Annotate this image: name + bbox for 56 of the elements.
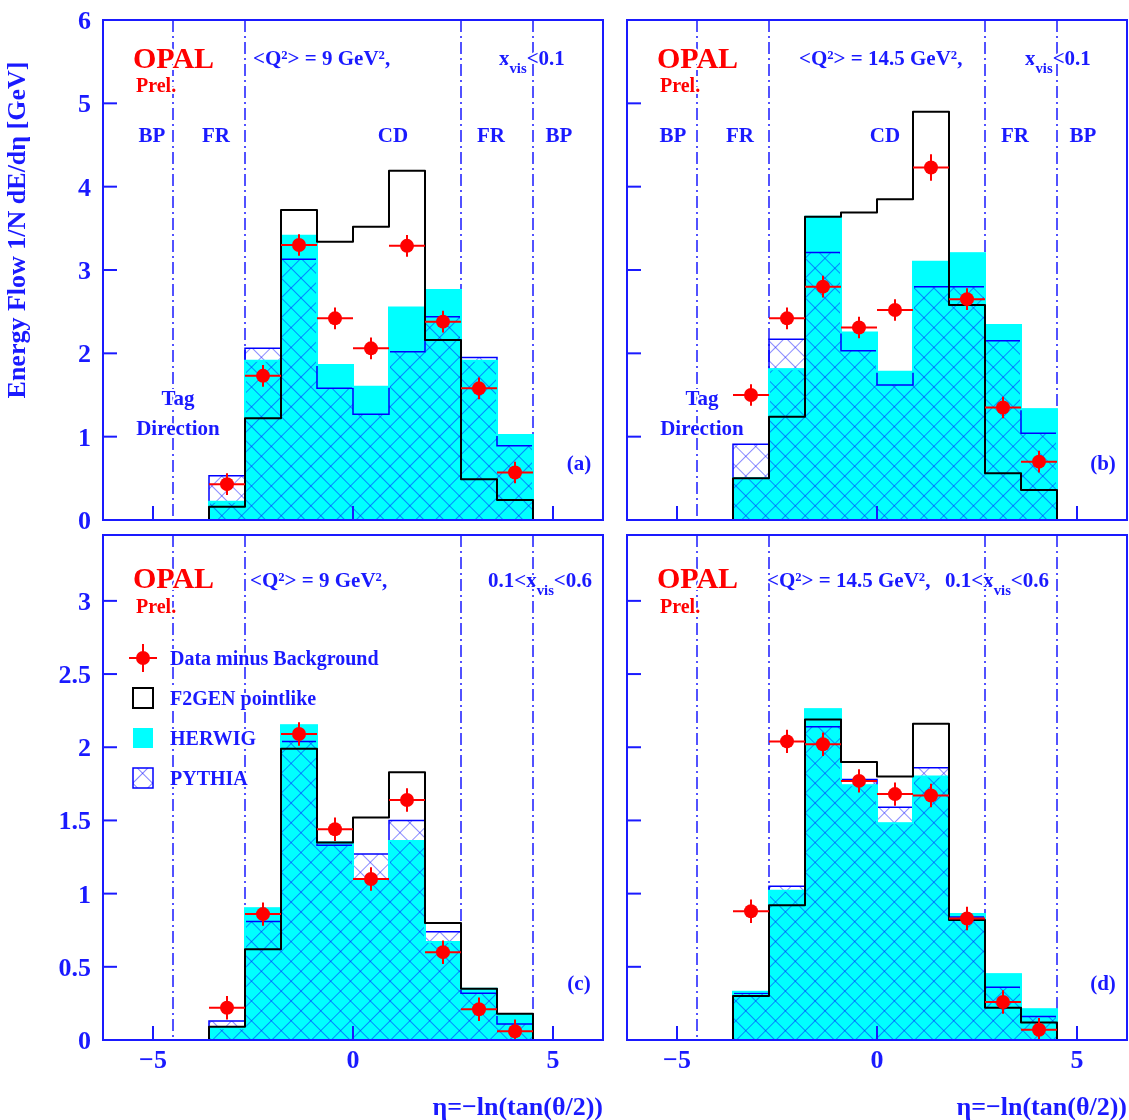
annotation: BP [1069, 123, 1097, 147]
y-tick-label: 0 [78, 1026, 91, 1055]
annotation: FR [202, 123, 231, 147]
annotation: FR [477, 123, 506, 147]
y-tick-label: 0 [78, 506, 91, 535]
y-tick-label: 1 [78, 879, 91, 909]
annotation: <Q²> = 9 GeV², [253, 46, 391, 70]
annotation: 0.1<x$_{vis}$<0.6 [945, 568, 1050, 598]
annotation: x$_{vis}$<0.1 [499, 46, 565, 76]
annotation: OPAL [657, 561, 739, 594]
y-tick-label: 4 [78, 172, 91, 202]
annotation: CD [869, 123, 901, 147]
annotation: <Q²> = 14.5 GeV², [799, 46, 963, 70]
x-tick-label: 5 [546, 1045, 560, 1074]
annotation: CD [377, 123, 409, 147]
annotation: BP [545, 123, 573, 147]
y-tick-label: 2.5 [58, 660, 91, 690]
annotation: <Q²> = 9 GeV², [250, 568, 388, 592]
x-tick-label: 0 [870, 1045, 884, 1074]
annotation: BP [138, 123, 166, 147]
x-tick-label: 0 [346, 1045, 360, 1074]
y-tick-label: 3 [78, 586, 91, 616]
annotation: <Q²> = 14.5 GeV², [767, 568, 931, 592]
annotation: OPAL [133, 561, 215, 594]
annotation: OPAL [133, 41, 215, 74]
annotation: Direction [136, 416, 221, 440]
x-tick-label: 5 [1070, 1045, 1084, 1074]
y-tick-label: 1.5 [58, 806, 91, 836]
annotation: OPAL [657, 41, 739, 74]
annotation: (a) [566, 451, 592, 475]
y-axis-title: Energy Flow 1/N dE/dη [GeV] [2, 61, 31, 399]
y-tick-label: 5 [78, 89, 91, 119]
annotation: Direction [660, 416, 745, 440]
x-tick-label: −5 [139, 1045, 167, 1074]
y-tick-label: 6 [78, 6, 91, 35]
x-tick-label: −5 [663, 1045, 691, 1074]
annotation: (d) [1090, 971, 1116, 995]
annotation: Prel. [136, 74, 177, 96]
annotation: 0.1<x$_{vis}$<0.6 [488, 568, 593, 598]
legend-label: F2GEN pointlike [170, 687, 317, 710]
x-axis-title: η=−ln(tan(θ/2)) [432, 1092, 603, 1120]
y-tick-label: 2 [78, 339, 91, 369]
legend-label: PYTHIA [170, 767, 249, 789]
legend-label: Data minus Background [170, 647, 379, 670]
annotation: BP [659, 123, 687, 147]
annotation: (c) [567, 971, 591, 995]
annotation: (b) [1090, 451, 1116, 475]
annotation: FR [1001, 123, 1030, 147]
annotation: Prel. [660, 74, 701, 96]
y-tick-label: 1 [78, 422, 91, 452]
annotation: x$_{vis}$<0.1 [1025, 46, 1091, 76]
y-tick-label: 2 [78, 733, 91, 763]
y-tick-label: 3 [78, 256, 91, 285]
y-tick-label: 0.5 [58, 952, 91, 982]
x-axis-title: η=−ln(tan(θ/2)) [956, 1092, 1127, 1120]
annotation: FR [726, 123, 755, 147]
